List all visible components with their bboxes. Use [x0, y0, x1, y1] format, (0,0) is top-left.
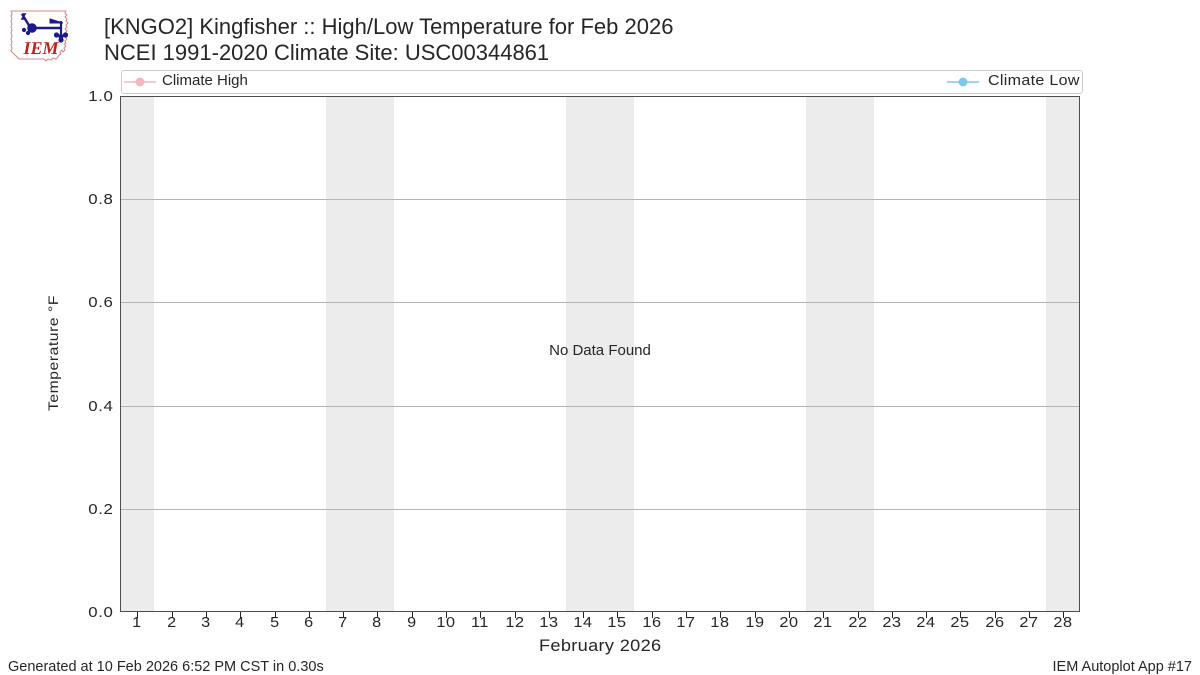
svg-text:IEM: IEM [22, 38, 59, 58]
